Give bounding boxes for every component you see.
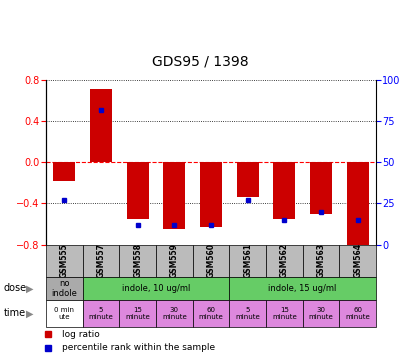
Text: GSM561: GSM561	[243, 243, 252, 278]
Text: GSM563: GSM563	[316, 243, 326, 278]
Bar	[83, 300, 119, 327]
Bar	[229, 277, 376, 300]
Text: indole, 10 ug/ml: indole, 10 ug/ml	[122, 284, 190, 293]
Text: 5
minute: 5 minute	[235, 307, 260, 320]
Bar	[90, 89, 112, 162]
Bar	[193, 245, 229, 277]
Bar	[273, 162, 295, 219]
Text: 15
minute: 15 minute	[125, 307, 150, 320]
Text: GSM564: GSM564	[353, 243, 362, 278]
Bar	[266, 245, 303, 277]
Text: 60
minute: 60 minute	[199, 307, 223, 320]
Text: 15
minute: 15 minute	[272, 307, 297, 320]
Text: GDS95 / 1398: GDS95 / 1398	[152, 55, 248, 69]
Bar	[156, 245, 193, 277]
Text: GSM557: GSM557	[96, 243, 106, 278]
Bar	[339, 245, 376, 277]
Text: percentile rank within the sample: percentile rank within the sample	[62, 343, 215, 352]
Text: 30
minute: 30 minute	[162, 307, 187, 320]
Text: GSM559: GSM559	[170, 243, 179, 278]
Text: no
indole: no indole	[51, 278, 77, 298]
Text: log ratio: log ratio	[62, 330, 100, 339]
Text: GSM562: GSM562	[280, 243, 289, 278]
Bar	[46, 277, 83, 300]
Text: GSM560: GSM560	[206, 243, 216, 278]
Bar	[229, 245, 266, 277]
Bar	[163, 162, 185, 229]
Bar	[193, 300, 229, 327]
Bar	[303, 245, 339, 277]
Bar	[229, 300, 266, 327]
Bar	[53, 162, 75, 181]
Bar	[83, 277, 229, 300]
Text: dose: dose	[4, 283, 27, 293]
Bar	[303, 300, 339, 327]
Text: 0 min
ute: 0 min ute	[54, 307, 74, 320]
Text: indole, 15 ug/ml: indole, 15 ug/ml	[268, 284, 337, 293]
Bar	[310, 162, 332, 214]
Bar	[83, 245, 119, 277]
Text: 30
minute: 30 minute	[309, 307, 333, 320]
Bar	[119, 245, 156, 277]
Text: time: time	[4, 308, 26, 318]
Bar	[119, 300, 156, 327]
Text: GSM558: GSM558	[133, 243, 142, 278]
Bar	[46, 245, 83, 277]
Bar	[266, 300, 303, 327]
Bar	[339, 300, 376, 327]
Text: GSM555: GSM555	[60, 243, 69, 278]
Text: 60
minute: 60 minute	[345, 307, 370, 320]
Text: ▶: ▶	[26, 308, 34, 318]
Bar	[127, 162, 149, 219]
Bar	[237, 162, 259, 197]
Bar	[156, 300, 193, 327]
Bar	[200, 162, 222, 227]
Text: ▶: ▶	[26, 283, 34, 293]
Bar	[46, 300, 83, 327]
Bar	[347, 162, 369, 247]
Text: 5
minute: 5 minute	[89, 307, 113, 320]
